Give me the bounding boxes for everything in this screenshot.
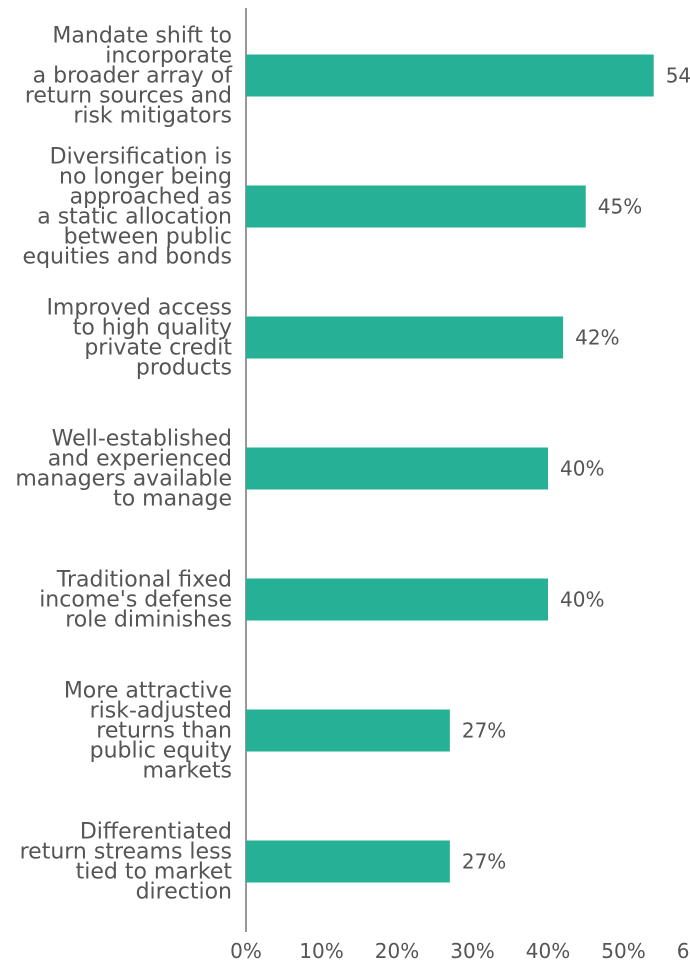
x-tick-label: 20%	[375, 939, 419, 963]
category-label-line: risk-adjusted	[90, 699, 232, 724]
x-tick-label: 50%	[601, 939, 645, 963]
value-label-7: 27%	[462, 850, 506, 874]
category-label-line: direction	[136, 880, 232, 905]
bar-1	[246, 54, 654, 97]
bar-4	[246, 447, 548, 490]
category-label-6: More attractive risk-adjusted returns than…	[64, 679, 232, 784]
category-label-line: Traditional fixed	[56, 568, 232, 593]
x-tick-label: 10%	[299, 939, 343, 963]
category-label-line: Improved access	[46, 296, 232, 321]
category-label-line: and experienced	[48, 447, 232, 472]
category-label-line: returns than	[96, 719, 232, 744]
category-label-4: Well-established and experienced managers …	[15, 427, 232, 512]
category-label-line: a static allocation	[37, 205, 232, 230]
x-tick-label: 40%	[526, 939, 570, 963]
x-tick-label: 30%	[450, 939, 494, 963]
category-label-line: income's defense	[39, 588, 232, 613]
bar-7	[246, 840, 450, 883]
category-label-7: Differentiated return streams less tied to…	[20, 820, 233, 905]
value-label-1: 54%	[666, 64, 690, 88]
category-label-line: no longer being	[59, 165, 232, 190]
category-label-line: risk mitigators	[73, 104, 232, 129]
category-label-line: tied to market	[76, 860, 233, 885]
category-label-3: Improved access to high quality private cr…	[46, 296, 232, 381]
bar-6	[246, 709, 450, 752]
category-label-1: Mandate shift to incorporate a broader arr…	[25, 24, 233, 129]
category-label-line: return sources and	[25, 84, 232, 109]
category-label-line: Well-established	[52, 427, 232, 452]
category-label-line: approached as	[70, 185, 232, 210]
category-label-line: Mandate shift to	[52, 24, 232, 49]
x-tick-label: 0%	[230, 939, 262, 963]
category-label-line: public equity	[90, 739, 232, 764]
x-tick-label: 60%	[677, 939, 690, 963]
category-label-2: Diversification is no longer being approac…	[23, 145, 232, 270]
value-label-4: 40%	[560, 457, 604, 481]
bar-5	[246, 578, 548, 621]
category-label-line: to manage	[113, 487, 232, 512]
category-label-line: a broader array of	[33, 64, 234, 89]
category-label-5: Traditional fixed income's defense role di…	[39, 568, 232, 633]
value-label-5: 40%	[560, 588, 604, 612]
value-label-3: 42%	[575, 326, 619, 350]
category-label-line: markets	[142, 759, 232, 784]
category-label-line: between public	[64, 225, 232, 250]
value-label-2: 45%	[598, 195, 642, 219]
category-label-line: equities and bonds	[23, 245, 232, 270]
value-label-6: 27%	[462, 719, 506, 743]
category-label-line: incorporate	[105, 44, 232, 69]
category-label-line: return streams less	[20, 840, 232, 865]
bar-2	[246, 185, 586, 228]
category-label-line: private credit	[84, 336, 232, 361]
category-label-line: Diversification is	[50, 145, 232, 170]
category-label-line: managers available	[15, 467, 232, 492]
bar-3	[246, 316, 564, 359]
category-label-line: More attractive	[64, 679, 232, 704]
category-label-line: Differentiated	[80, 820, 232, 845]
category-label-line: to high quality	[73, 316, 232, 341]
category-label-line: products	[136, 356, 232, 381]
category-label-line: role diminishes	[65, 608, 232, 633]
